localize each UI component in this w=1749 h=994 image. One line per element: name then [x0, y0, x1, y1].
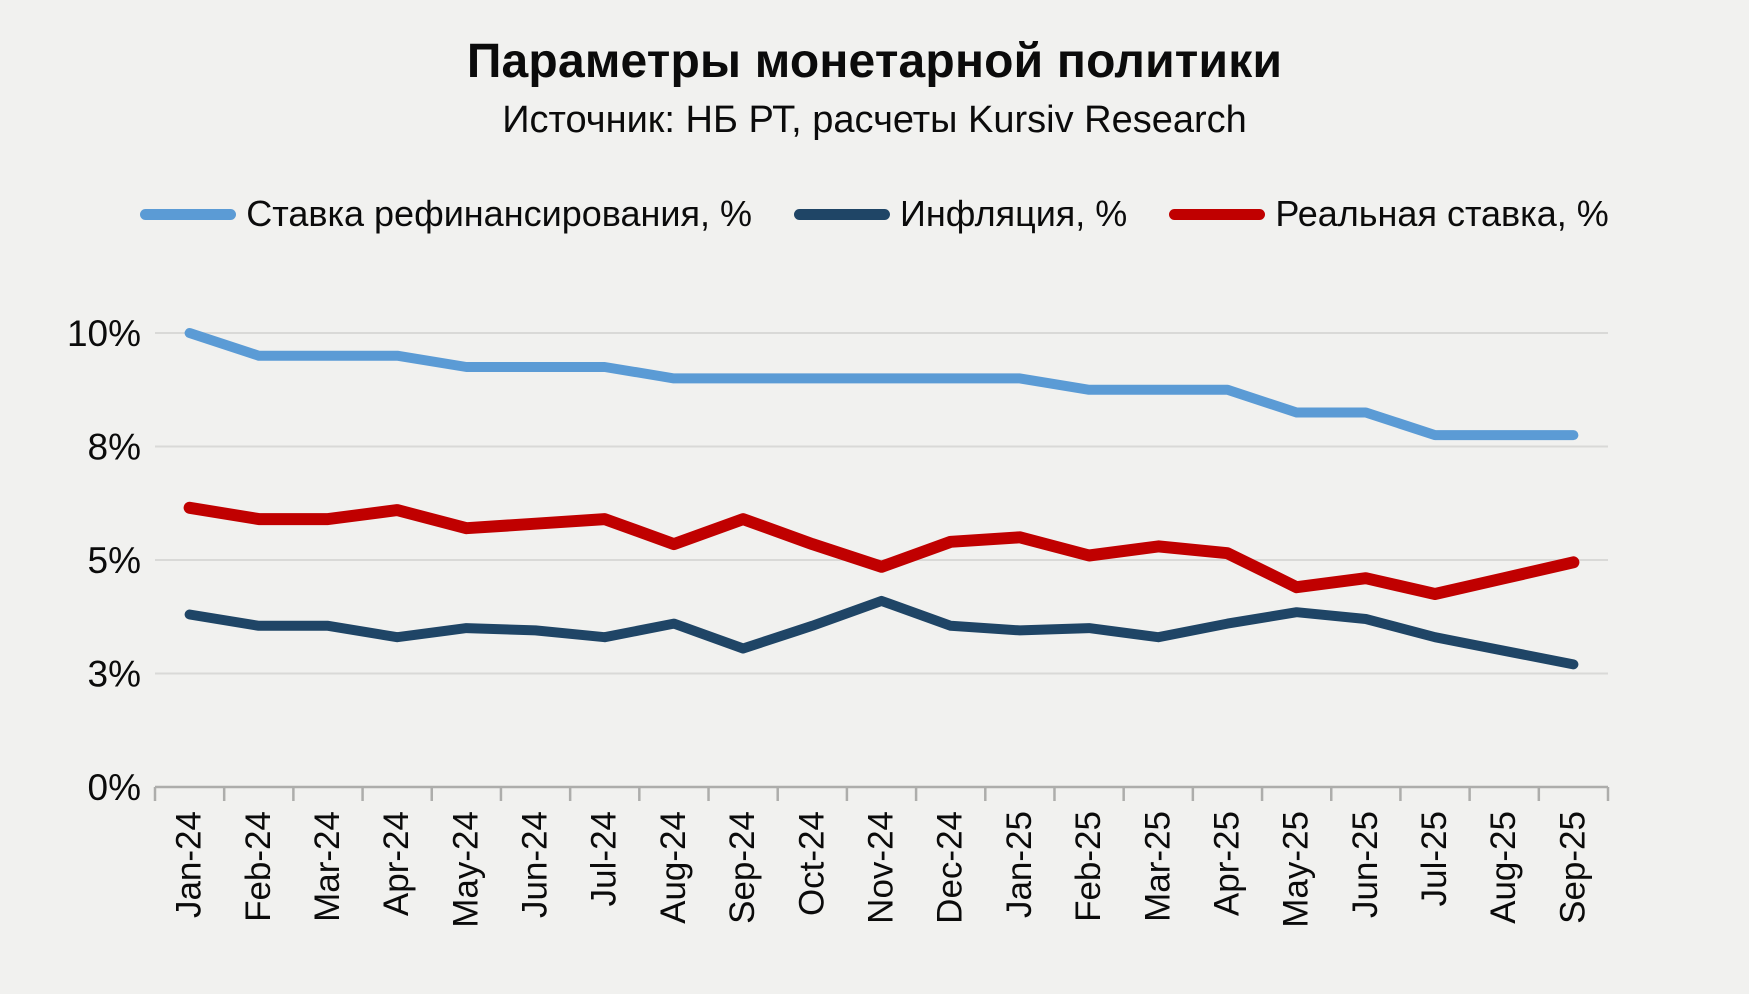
- legend-label: Реальная ставка, %: [1275, 193, 1609, 234]
- y-axis-tick-label: 3%: [88, 654, 141, 695]
- legend-swatch-real-rate: [1169, 208, 1266, 220]
- legend-item-inflation: Инфляция, %: [793, 193, 1128, 235]
- x-axis-tick-label: Oct-24: [792, 811, 831, 916]
- legend-label: Ставка рефинансирования, %: [246, 193, 752, 234]
- x-axis-tick-label: May-25: [1277, 811, 1316, 928]
- y-axis-tick-label: 0%: [88, 767, 141, 808]
- y-axis-tick-label: 5%: [88, 540, 141, 581]
- x-axis-tick-label: Aug-25: [1484, 811, 1523, 924]
- x-axis-tick-label: May-24: [446, 811, 485, 928]
- legend-swatch-inflation: [793, 208, 890, 220]
- series-line-refinancing-rate: [184, 328, 1579, 441]
- x-axis-tick-label: Sep-24: [723, 811, 762, 924]
- x-axis-tick-label: Aug-24: [654, 811, 693, 924]
- x-axis-tick-label: Feb-24: [239, 811, 278, 922]
- legend: Ставка рефинансирования, % Инфляция, % Реа…: [0, 193, 1749, 235]
- series-line-inflation: [184, 595, 1579, 670]
- y-axis-tick-label: 8%: [88, 427, 141, 468]
- x-axis-tick-label: Dec-24: [931, 811, 970, 924]
- x-axis-tick-label: Jan-25: [1000, 811, 1039, 918]
- chart-subtitle: Источник: НБ РТ, расчеты Kursiv Research: [502, 99, 1247, 141]
- legend-swatch-refinancing-rate: [140, 208, 237, 220]
- x-axis-tick-label: Jun-25: [1346, 811, 1385, 918]
- x-axis-tick-label: Jun-24: [516, 811, 555, 918]
- x-axis-tick-label: Feb-25: [1069, 811, 1108, 922]
- chart-title: Параметры монетарной политики: [466, 35, 1283, 88]
- x-axis-tick-label: Mar-24: [308, 811, 347, 922]
- legend-item-refinancing-rate: Ставка рефинансирования, %: [140, 193, 752, 235]
- legend-item-real-rate: Реальная ставка, %: [1169, 193, 1609, 235]
- legend-label: Инфляция, %: [899, 193, 1128, 234]
- x-axis-tick-label: Nov-24: [862, 811, 901, 924]
- x-axis-tick-label: Apr-25: [1207, 811, 1246, 916]
- x-axis-tick-label: Jan-24: [170, 811, 209, 918]
- x-axis-tick-label: Mar-25: [1138, 811, 1177, 922]
- x-axis-tick-label: Apr-24: [377, 811, 416, 916]
- y-axis-tick-label: 10%: [67, 313, 141, 354]
- x-axis-tick-label: Sep-25: [1553, 811, 1592, 924]
- x-axis-tick-label: Jul-24: [585, 811, 624, 906]
- x-axis-tick-label: Jul-25: [1415, 811, 1454, 906]
- series-line-real-rate: [183, 501, 1580, 600]
